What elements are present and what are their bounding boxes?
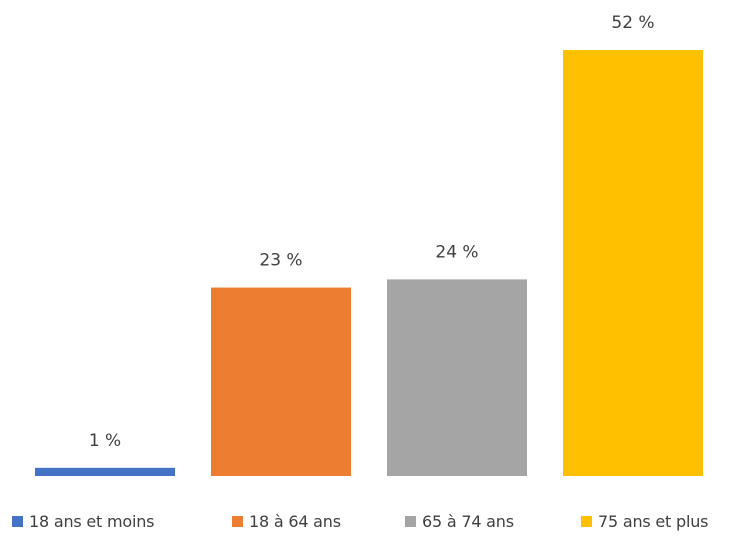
bar-18-and-under bbox=[35, 467, 175, 476]
data-label-18-to-64: 23 % bbox=[259, 251, 302, 271]
legend-label-65-to-74: 65 à 74 ans bbox=[422, 512, 514, 531]
data-labels-group: 1 % 23 % 24 % 52 % bbox=[89, 13, 655, 451]
legend-label-18-to-64: 18 à 64 ans bbox=[249, 512, 341, 531]
legend-swatch-75-and-over bbox=[581, 516, 592, 527]
legend-swatch-18-to-64 bbox=[232, 516, 243, 527]
data-label-18-and-under: 1 % bbox=[89, 431, 121, 451]
legend-item-65-to-74: 65 à 74 ans bbox=[405, 512, 514, 531]
bar-65-to-74 bbox=[387, 279, 527, 476]
data-label-75-and-over: 52 % bbox=[611, 13, 654, 33]
legend-item-18-to-64: 18 à 64 ans bbox=[232, 512, 341, 531]
legend: 18 ans et moins 18 à 64 ans 65 à 74 ans … bbox=[0, 512, 739, 538]
legend-swatch-18-and-under bbox=[12, 516, 23, 527]
bar-75-and-over bbox=[563, 50, 703, 476]
legend-item-18-and-under: 18 ans et moins bbox=[12, 512, 155, 531]
legend-swatch-65-to-74 bbox=[405, 516, 416, 527]
legend-label-18-and-under: 18 ans et moins bbox=[29, 512, 155, 531]
legend-label-75-and-over: 75 ans et plus bbox=[598, 512, 709, 531]
bar-chart: 1 % 23 % 24 % 52 % bbox=[35, 13, 703, 476]
legend-item-75-and-over: 75 ans et plus bbox=[581, 512, 708, 531]
data-label-65-to-74: 24 % bbox=[435, 242, 478, 262]
bars-group bbox=[35, 50, 703, 476]
bar-18-to-64 bbox=[211, 287, 351, 476]
